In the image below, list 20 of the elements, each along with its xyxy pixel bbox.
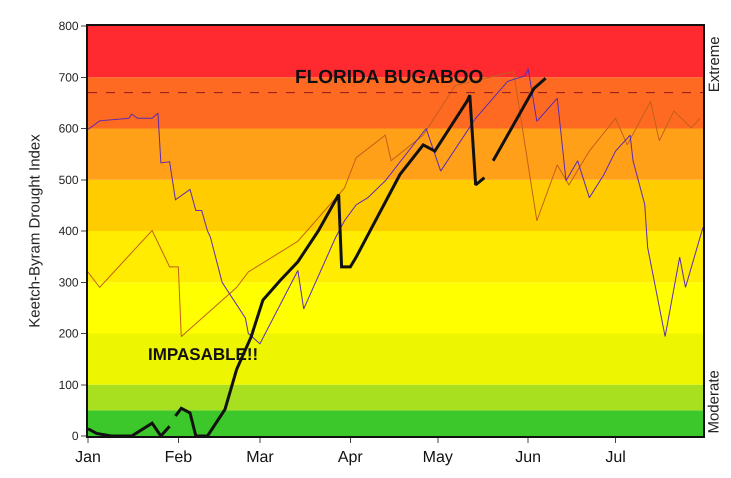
x-tick-label: Mar <box>246 449 274 466</box>
text: Extreme <box>706 36 723 92</box>
y-tick-label: 400 <box>58 224 79 238</box>
y-tick-label: 0 <box>72 429 79 444</box>
annotation: FLORIDA BUGABOO <box>295 67 484 88</box>
x-tick-label: Jul <box>605 449 626 466</box>
y-tick-label: 700 <box>58 70 79 84</box>
x-tick-label: Jun <box>515 449 542 466</box>
y-tick-label: 800 <box>58 19 79 34</box>
x-tick-label: May <box>422 449 453 466</box>
x-tick-label: Feb <box>164 449 192 466</box>
text: Moderate <box>706 370 723 434</box>
y-tick-label: 600 <box>58 122 79 136</box>
y-tick-label: 500 <box>58 172 79 187</box>
x-tick-label: Jan <box>75 449 101 466</box>
y-tick-label: 100 <box>58 378 79 392</box>
y-tick-label: 200 <box>58 326 79 341</box>
x-tick-label: Apr <box>338 449 364 466</box>
y-tick-label: 300 <box>58 275 79 290</box>
y-axis-title: Keetch-Byram Drought Index <box>26 134 44 328</box>
